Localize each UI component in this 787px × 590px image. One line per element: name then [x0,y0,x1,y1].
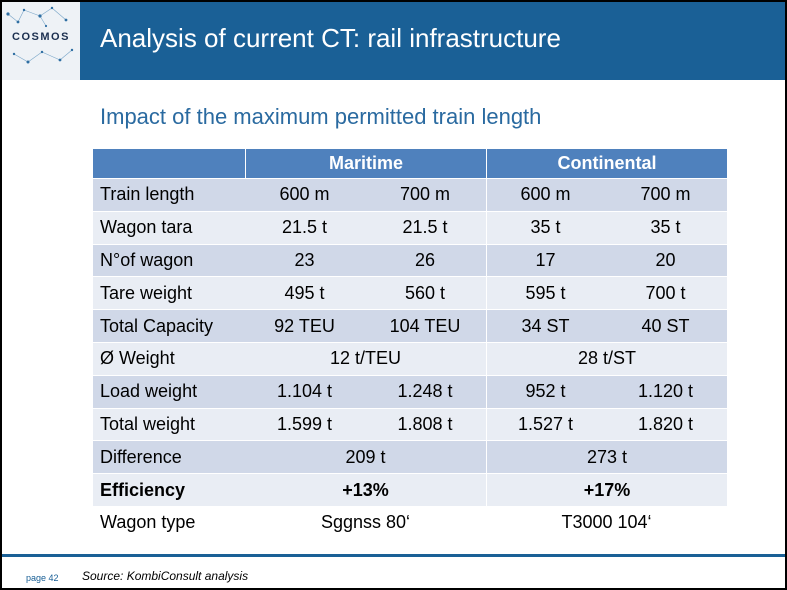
table-row: Efficiency +13% +17% [93,474,727,507]
table-cell: 1.248 t [364,375,486,409]
table-row: Load weight 1.104 t 1.248 t 952 t 1.120 … [93,375,727,409]
table-cell: 17 [486,244,604,278]
footer-divider [2,554,785,557]
table-cell: 209 t [245,441,486,475]
header-maritime: Maritime [245,149,486,179]
table-cell: 600 m [245,179,364,212]
table-cell: 34 ST [486,310,604,343]
table-cell: 40 ST [604,310,727,343]
table-cell: Sggnss 80‘ [245,506,486,539]
table-cell: 21.5 t [245,211,364,245]
table-cell: 104 TEU [364,310,486,343]
table-row: Difference 209 t 273 t [93,441,727,475]
row-label-avg-weight: Ø Weight [93,342,245,376]
logo: COSMOS [2,2,81,80]
table-row: Ø Weight 12 t/TEU 28 t/ST [93,342,727,376]
table-cell: 595 t [486,277,604,311]
table-cell: +17% [486,474,727,507]
table-cell: 12 t/TEU [245,342,486,376]
header-continental: Continental [486,149,727,179]
table-cell: 21.5 t [364,211,486,245]
row-label-difference: Difference [93,441,245,475]
train-length-table: Maritime Continental Train length 600 m … [93,149,727,539]
table-cell: 1.120 t [604,375,727,409]
table-cell: 28 t/ST [486,342,727,376]
table-cell: 35 t [604,211,727,245]
row-label-efficiency: Efficiency [93,474,245,507]
table-row: Wagon type Sggnss 80‘ T3000 104‘ [93,506,727,539]
table-row: Tare weight 495 t 560 t 595 t 700 t [93,277,727,311]
table-cell: 92 TEU [245,310,364,343]
table-cell: 560 t [364,277,486,311]
page-number: page 42 [26,573,59,583]
source-note: Source: KombiConsult analysis [82,569,249,583]
slide-title: Analysis of current CT: rail infrastruct… [100,23,561,53]
row-label-train-length: Train length [93,179,245,212]
table-cell: 952 t [486,375,604,409]
table-cell: +13% [245,474,486,507]
table-cell: 23 [245,244,364,278]
row-label-no-of-wagon: N°of wagon [93,244,245,278]
table-row: Total Capacity 92 TEU 104 TEU 34 ST 40 S… [93,310,727,343]
table-row: Wagon tara 21.5 t 21.5 t 35 t 35 t [93,211,727,245]
table-cell: 1.599 t [245,408,364,442]
header-empty-cell [93,149,245,179]
table-cell: 35 t [486,211,604,245]
slide-subtitle: Impact of the maximum permitted train le… [100,104,542,129]
table-cell: 700 m [364,179,486,212]
table-cell: 26 [364,244,486,278]
table-cell: 273 t [486,441,727,475]
table-header-row: Maritime Continental [93,149,727,179]
table-cell: 495 t [245,277,364,311]
logo-text: COSMOS [12,31,70,43]
table-cell: 600 m [486,179,604,212]
row-label-total-weight: Total weight [93,408,245,442]
row-label-tare-weight: Tare weight [93,277,245,311]
row-label-load-weight: Load weight [93,375,245,409]
table-cell: 700 m [604,179,727,212]
table-cell: 1.820 t [604,408,727,442]
row-label-wagon-type: Wagon type [93,506,245,539]
table-cell: 1.808 t [364,408,486,442]
table-cell: 1.527 t [486,408,604,442]
table-cell: 20 [604,244,727,278]
constellation-icon [6,6,74,64]
title-bar: Analysis of current CT: rail infrastruct… [80,2,785,80]
table-row: Total weight 1.599 t 1.808 t 1.527 t 1.8… [93,408,727,442]
table-row: Train length 600 m 700 m 600 m 700 m [93,179,727,212]
row-label-total-capacity: Total Capacity [93,310,245,343]
row-label-wagon-tara: Wagon tara [93,211,245,245]
table-cell: 700 t [604,277,727,311]
table-row: N°of wagon 23 26 17 20 [93,244,727,278]
table-cell: T3000 104‘ [486,506,727,539]
table-cell: 1.104 t [245,375,364,409]
